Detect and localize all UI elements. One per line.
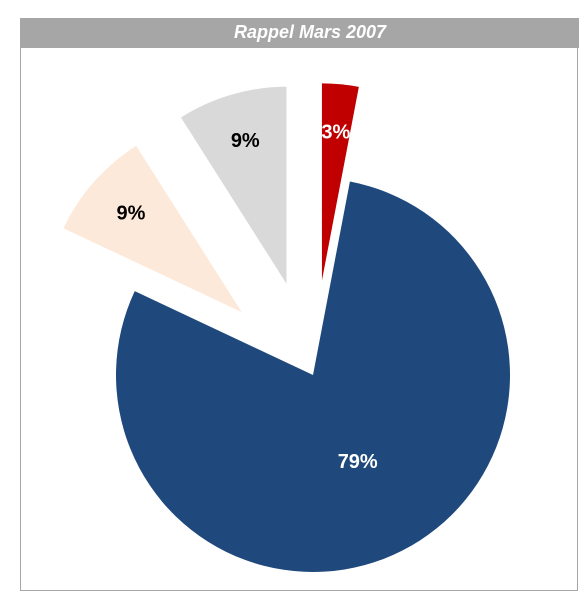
data-label: 9% (116, 203, 145, 225)
pie-slice (63, 145, 242, 313)
data-label: 79% (338, 451, 378, 473)
pie-slice (321, 83, 359, 281)
pie-slice (180, 86, 287, 284)
title-bar (20, 18, 579, 48)
pie-slice (115, 181, 510, 572)
data-label: 3% (321, 122, 350, 144)
chart-title: Rappel Mars 2007 (234, 22, 387, 42)
data-label: 9% (231, 130, 260, 152)
